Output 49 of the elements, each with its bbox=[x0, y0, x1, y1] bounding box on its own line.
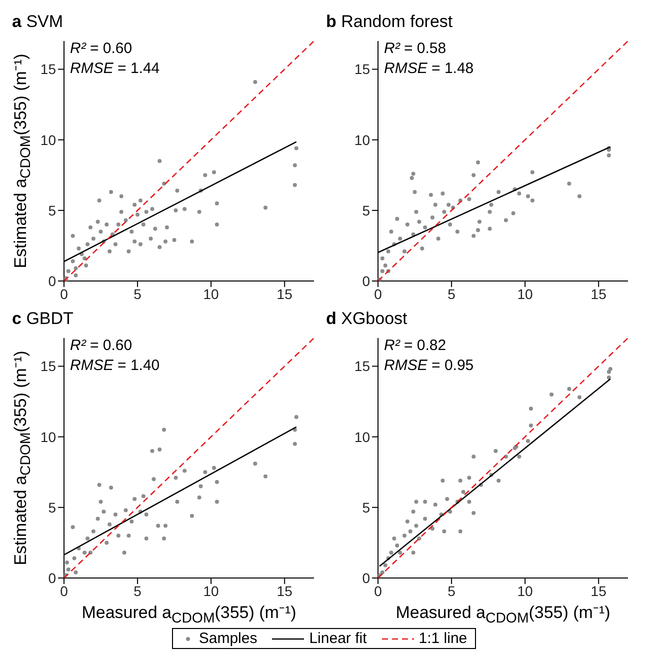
x-tick-label: 15 bbox=[590, 286, 607, 302]
chart-title: c GBDT bbox=[11, 308, 74, 330]
y-tick-label: 5 bbox=[48, 202, 56, 218]
annotation: RMSE = 0.95 bbox=[384, 357, 474, 374]
x-tick-label: 15 bbox=[276, 286, 293, 302]
x-tick-label: 0 bbox=[60, 286, 68, 302]
x-tick-label: 15 bbox=[276, 582, 293, 599]
y-tick-label: 10 bbox=[354, 132, 370, 148]
chart-title: b Random forest bbox=[325, 11, 454, 33]
x-tick-label: 5 bbox=[134, 582, 142, 599]
x-tick-label: 0 bbox=[374, 582, 382, 599]
annotation: RMSE = 1.40 bbox=[70, 357, 160, 374]
legend-label: Linear fit bbox=[308, 630, 367, 647]
annotation: R² = 0.82 bbox=[384, 337, 446, 354]
legend-label: Samples bbox=[198, 630, 258, 647]
y-tick-label: 5 bbox=[362, 499, 370, 516]
x-tick-label: 0 bbox=[374, 286, 382, 302]
x-tick-label: 0 bbox=[60, 582, 68, 599]
x-tick-label: 5 bbox=[448, 582, 456, 599]
y-tick-label: 5 bbox=[362, 202, 370, 218]
x-axis-title: Measured a$_{CDOM}$(355) (m⁻¹) bbox=[80, 602, 298, 626]
y-tick-label: 15 bbox=[354, 358, 370, 374]
annotation: RMSE = 1.44 bbox=[70, 60, 160, 77]
x-tick-label: 5 bbox=[134, 286, 142, 302]
x-tick-label: 10 bbox=[517, 582, 534, 599]
annotation: R² = 0.60 bbox=[70, 40, 132, 57]
chart-title: a SVM bbox=[11, 11, 64, 33]
annotation: RMSE = 1.48 bbox=[384, 60, 474, 77]
y-tick-label: 15 bbox=[354, 61, 370, 78]
x-tick-label: 15 bbox=[590, 582, 607, 599]
annotation: R² = 0.60 bbox=[70, 337, 132, 354]
x-tick-label: 10 bbox=[203, 286, 220, 302]
legend-label: 1:1 line bbox=[418, 630, 468, 647]
y-tick-label: 10 bbox=[40, 132, 56, 148]
x-tick-label: 5 bbox=[448, 286, 456, 302]
annotation: R² = 0.58 bbox=[384, 40, 446, 57]
y-tick-label: 0 bbox=[48, 570, 56, 586]
y-tick-label: 15 bbox=[40, 358, 56, 374]
y-tick-label: 10 bbox=[354, 428, 370, 445]
x-tick-label: 10 bbox=[517, 286, 534, 302]
x-axis-title: Measured a$_{CDOM}$(355) (m⁻¹) bbox=[394, 602, 612, 626]
chart-title: d XGboost bbox=[325, 308, 408, 330]
x-tick-label: 10 bbox=[203, 582, 220, 599]
y-tick-label: 5 bbox=[48, 499, 56, 516]
y-tick-label: 0 bbox=[362, 272, 370, 289]
y-tick-label: 10 bbox=[40, 428, 56, 445]
y-tick-label: 15 bbox=[40, 61, 56, 78]
y-tick-label: 0 bbox=[362, 570, 370, 586]
y-tick-label: 0 bbox=[48, 272, 56, 289]
